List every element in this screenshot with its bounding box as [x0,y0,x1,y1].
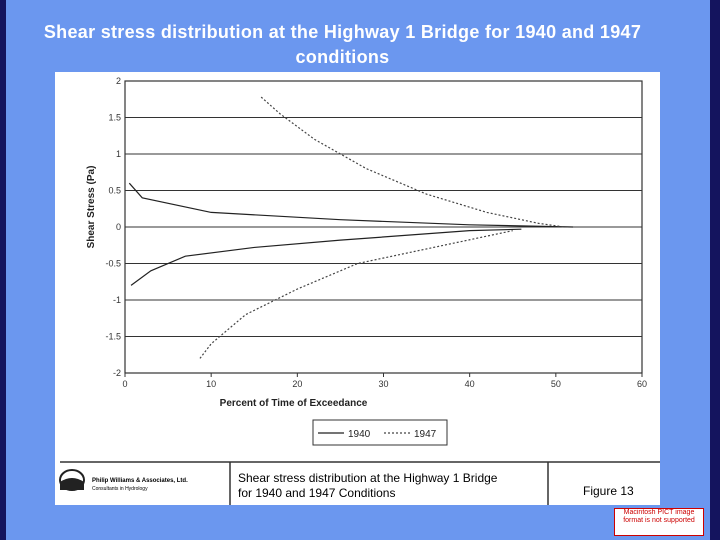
x-tick-label: 20 [292,379,302,389]
y-tick-label: 1 [116,149,121,159]
data-line [199,230,513,359]
caption-line: for 1940 and 1947 Conditions [238,486,395,500]
x-tick-label: 40 [465,379,475,389]
y-tick-label: -0.5 [105,259,121,269]
figure-number: Figure 13 [583,484,634,498]
y-tick-label: 2 [116,76,121,86]
x-tick-label: 10 [206,379,216,389]
x-tick-label: 50 [551,379,561,389]
y-tick-label: 1.5 [108,113,121,123]
x-tick-label: 0 [122,379,127,389]
y-tick-label: -2 [113,368,121,378]
tagline: Consultants in Hydrology [92,486,148,492]
y-tick-label: -1.5 [105,332,121,342]
y-tick-label: 0 [116,222,121,232]
y-tick-label: 0.5 [108,186,121,196]
data-line [130,228,522,286]
legend-label: 1947 [414,429,437,440]
y-tick-label: -1 [113,295,121,305]
scan-background [55,72,660,505]
x-tick-label: 60 [637,379,647,389]
company: Philip Williams & Associates, Ltd. [92,478,188,484]
data-line [260,96,565,228]
x-axis-label: Percent of Time of Exceedance [220,398,368,409]
legend-label: 1940 [348,429,371,440]
y-axis-label: Shear Stress (Pa) [86,166,97,249]
x-tick-label: 30 [378,379,388,389]
notice: Macintosh PICT image format is not suppo… [614,508,704,536]
slide-title: Shear stress distribution at the Highway… [43,22,642,67]
data-line [128,182,574,228]
legend-box [312,419,448,446]
caption-line: Shear stress distribution at the Highway… [238,471,498,485]
